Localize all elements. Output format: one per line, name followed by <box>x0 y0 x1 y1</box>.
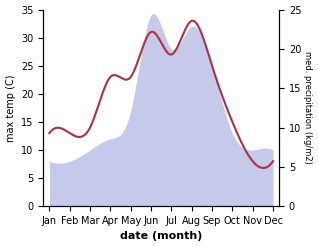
Y-axis label: max temp (C): max temp (C) <box>5 74 16 142</box>
Y-axis label: med. precipitation (kg/m2): med. precipitation (kg/m2) <box>303 51 313 164</box>
X-axis label: date (month): date (month) <box>120 231 203 242</box>
